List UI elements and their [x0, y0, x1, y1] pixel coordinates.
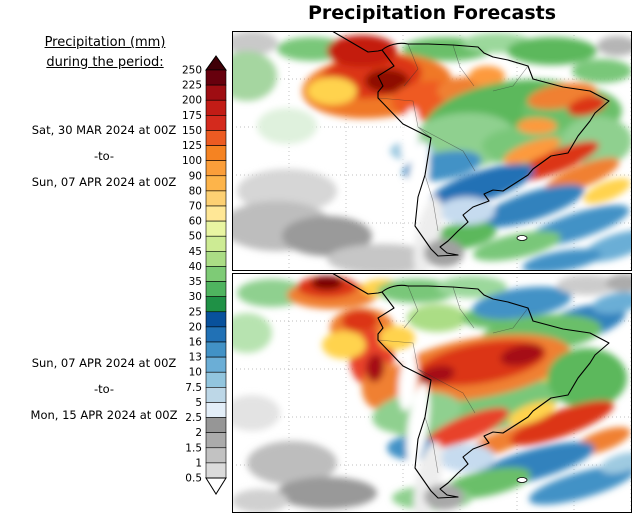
forecast-map-period1 — [217, 30, 633, 276]
svg-text:225: 225 — [182, 80, 202, 92]
svg-text:35: 35 — [189, 276, 202, 288]
svg-text:2: 2 — [195, 427, 202, 439]
page-title: Precipitation Forecasts — [307, 2, 557, 24]
svg-text:2.5: 2.5 — [185, 412, 202, 424]
svg-text:60: 60 — [189, 216, 202, 228]
period-1-end: Sun, 07 APR 2024 at 00Z — [31, 175, 177, 189]
period-2-start: Sun, 07 APR 2024 at 00Z — [31, 356, 177, 370]
svg-text:100: 100 — [182, 155, 202, 167]
svg-text:40: 40 — [189, 261, 202, 273]
legend-heading-line2: during the period: — [46, 55, 164, 70]
period-2-end: Mon, 15 APR 2024 at 00Z — [30, 408, 178, 422]
svg-text:150: 150 — [182, 125, 202, 137]
forecast-map-period2 — [222, 272, 633, 518]
svg-text:175: 175 — [182, 110, 202, 122]
svg-text:50: 50 — [189, 231, 202, 243]
svg-text:250: 250 — [182, 65, 202, 77]
period-2-separator: -to- — [93, 382, 115, 396]
svg-text:90: 90 — [189, 170, 202, 182]
svg-text:10: 10 — [189, 367, 202, 379]
svg-text:0.5: 0.5 — [185, 473, 202, 485]
svg-text:80: 80 — [189, 185, 202, 197]
svg-text:45: 45 — [189, 246, 202, 258]
period-2-label: Sun, 07 APR 2024 at 00Z -to- Mon, 15 APR… — [0, 350, 208, 428]
period-1-separator: -to- — [93, 149, 115, 163]
svg-text:25: 25 — [189, 306, 202, 318]
svg-text:16: 16 — [189, 337, 203, 349]
svg-text:7.5: 7.5 — [185, 382, 202, 394]
svg-text:5: 5 — [195, 397, 202, 409]
svg-text:1.5: 1.5 — [185, 442, 202, 454]
svg-text:20: 20 — [189, 321, 202, 333]
svg-text:1: 1 — [195, 457, 202, 469]
svg-text:70: 70 — [189, 201, 202, 213]
color-scale: 250 225 200 175 150 125 100 90 80 70 60 50 45 40 35 30 2… — [160, 52, 230, 500]
svg-text:13: 13 — [189, 352, 202, 364]
svg-text:30: 30 — [189, 291, 202, 303]
legend-heading-line1: Precipitation (mm) — [44, 35, 166, 50]
period-1-label: Sat, 30 MAR 2024 at 00Z -to- Sun, 07 APR… — [0, 117, 208, 195]
period-1-start: Sat, 30 MAR 2024 at 00Z — [31, 123, 177, 137]
svg-text:200: 200 — [182, 95, 202, 107]
legend-heading: Precipitation (mm) during the period: — [5, 33, 205, 73]
svg-text:125: 125 — [182, 140, 202, 152]
